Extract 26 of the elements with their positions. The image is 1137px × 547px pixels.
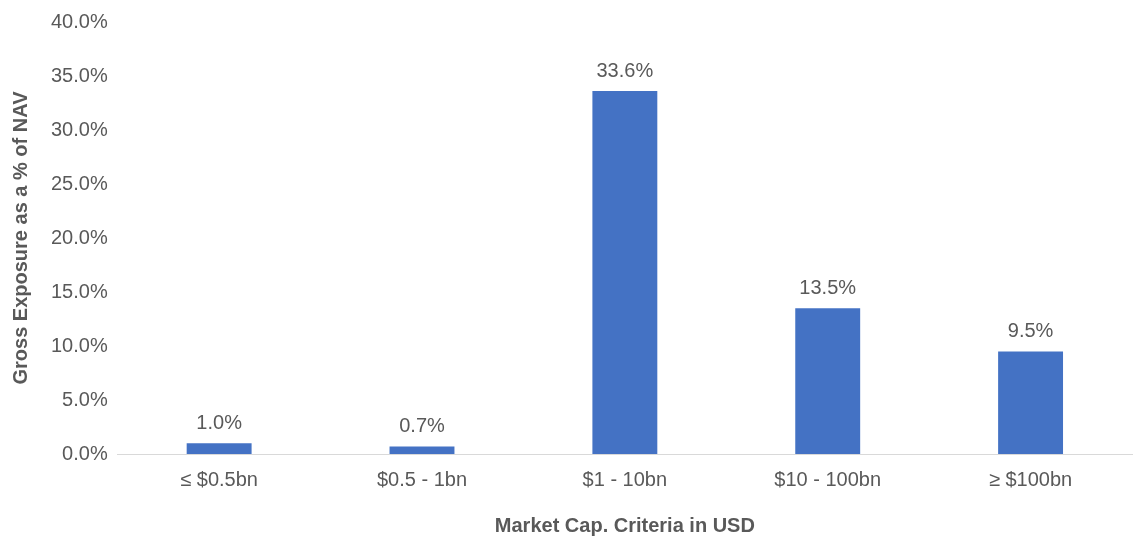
bar — [389, 446, 455, 454]
y-tick-label: 35.0% — [50, 63, 108, 86]
y-axis-title: Gross Exposure as a % of NAV — [8, 90, 31, 385]
x-axis-title: Market Cap. Criteria in USD — [494, 513, 755, 536]
y-tick-label: 25.0% — [50, 171, 108, 194]
x-tick-label: ≥ $100bn — [988, 467, 1073, 490]
y-tick-label: 40.0% — [50, 9, 108, 32]
x-tick-label: ≤ $0.5bn — [180, 467, 258, 490]
y-tick-label: 0.0% — [62, 441, 108, 464]
bar — [186, 443, 252, 454]
y-tick-label: 20.0% — [50, 225, 108, 248]
bar — [795, 308, 861, 454]
bar — [592, 91, 658, 454]
x-tick-label: $1 - 10bn — [582, 467, 668, 490]
data-label: 33.6% — [596, 58, 654, 81]
data-label: 0.7% — [399, 413, 445, 436]
data-label: 9.5% — [1007, 318, 1054, 341]
x-tick-label: $0.5 - 1bn — [376, 467, 468, 490]
data-label: 1.0% — [196, 410, 243, 433]
y-tick-label: 15.0% — [50, 279, 108, 302]
y-tick-label: 5.0% — [62, 387, 108, 410]
bar — [998, 351, 1064, 454]
y-tick-label: 10.0% — [50, 333, 108, 356]
y-tick-label: 30.0% — [50, 117, 108, 140]
data-label: 13.5% — [799, 275, 857, 298]
x-tick-label: $10 - 100bn — [774, 467, 882, 490]
